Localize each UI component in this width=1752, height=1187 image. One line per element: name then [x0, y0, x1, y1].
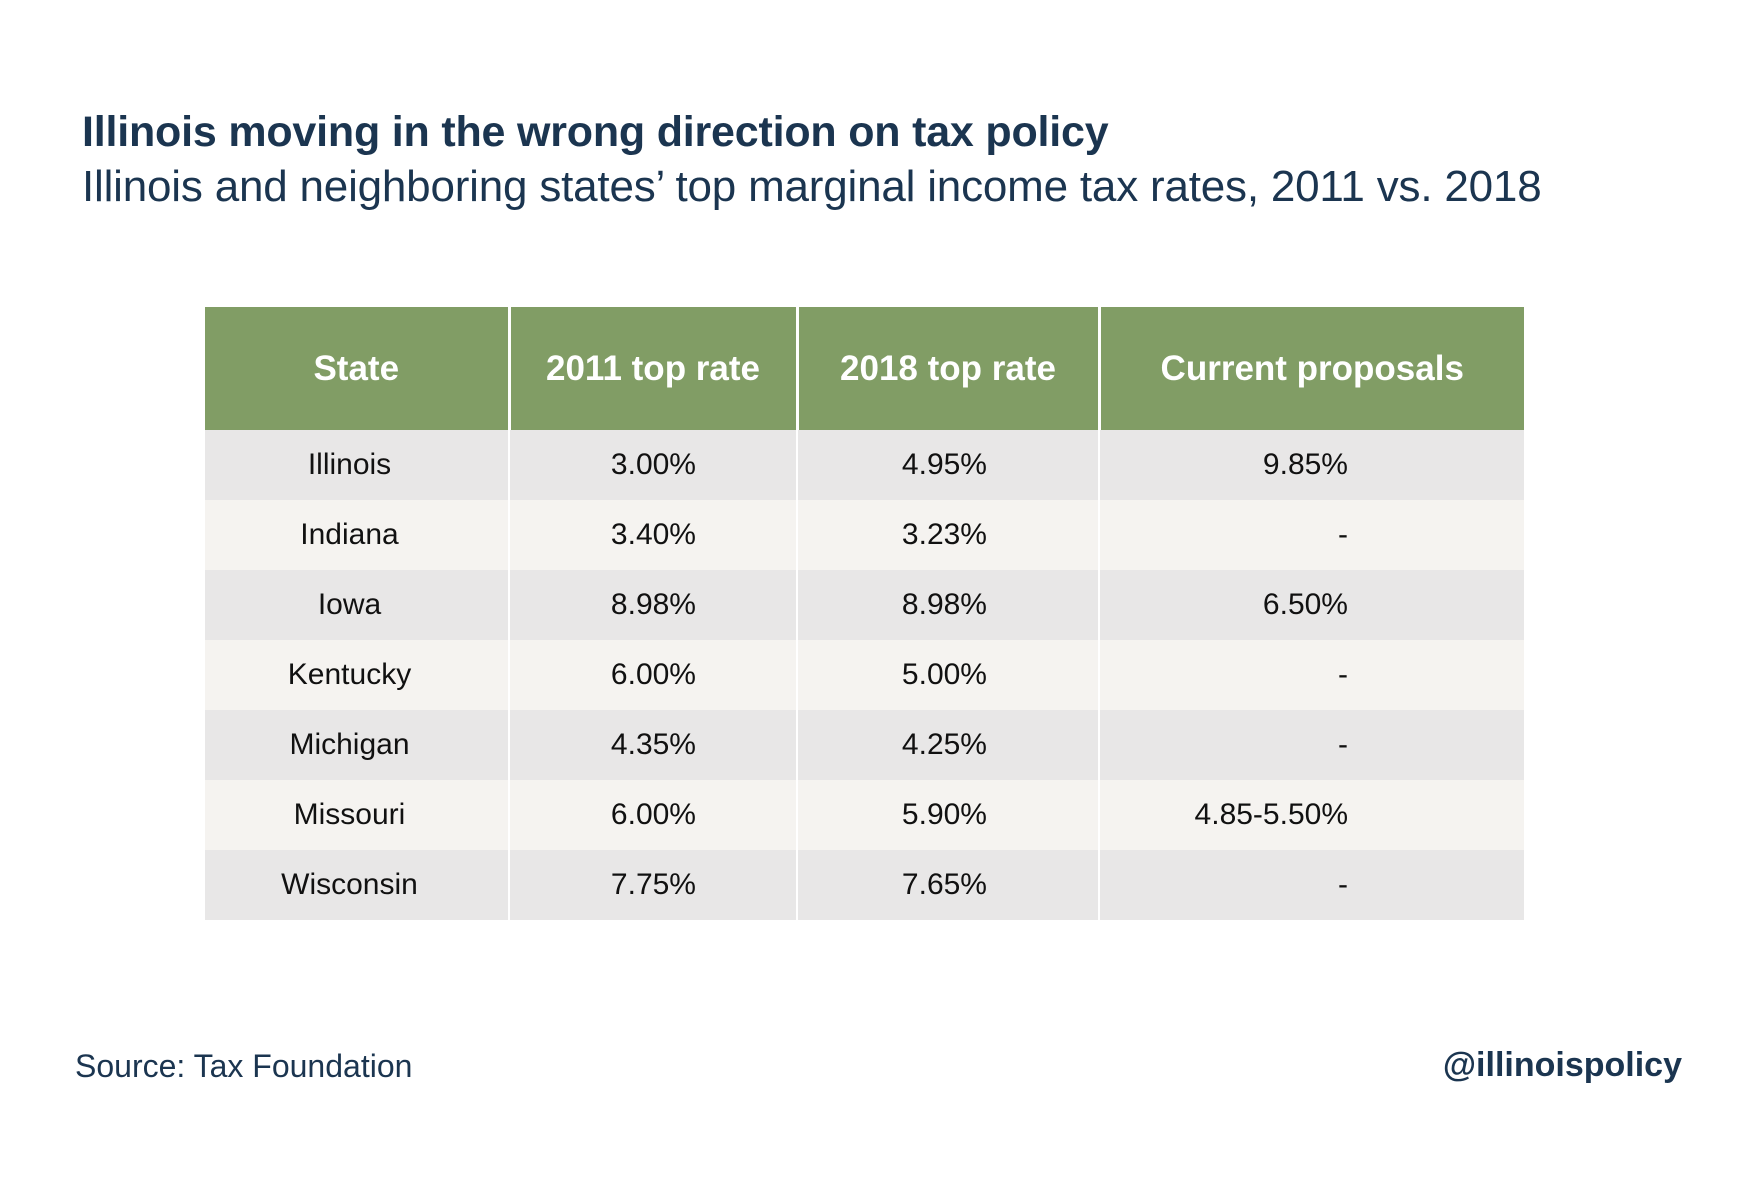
cell-state: Wisconsin: [205, 850, 509, 920]
cell-2011-top-rate: 3.40%: [508, 500, 797, 570]
table-row: Missouri 6.00% 5.90% 4.85-5.50%: [205, 780, 1524, 850]
tax-rate-table: State 2011 top rate 2018 top rate Curren…: [205, 307, 1524, 920]
cell-current-proposal: 9.85%: [1098, 430, 1524, 500]
table-header-row: State 2011 top rate 2018 top rate Curren…: [205, 307, 1524, 430]
column-header-2011-top-rate: 2011 top rate: [507, 307, 797, 430]
cell-2018-top-rate: 5.90%: [796, 780, 1099, 850]
cell-2011-top-rate: 3.00%: [508, 430, 797, 500]
cell-2018-top-rate: 8.98%: [796, 570, 1099, 640]
cell-state: Illinois: [205, 430, 509, 500]
cell-2011-top-rate: 7.75%: [508, 850, 797, 920]
cell-state: Iowa: [205, 570, 509, 640]
column-header-2018-top-rate: 2018 top rate: [795, 307, 1099, 430]
cell-current-proposal: -: [1098, 500, 1524, 570]
column-header-current-proposals: Current proposals: [1097, 307, 1524, 430]
cell-2018-top-rate: 3.23%: [796, 500, 1099, 570]
cell-current-proposal: -: [1098, 850, 1524, 920]
table-row: Indiana 3.40% 3.23% -: [205, 500, 1524, 570]
cell-current-proposal: -: [1098, 710, 1524, 780]
cell-current-proposal: 4.85-5.50%: [1098, 780, 1524, 850]
cell-current-proposal: 6.50%: [1098, 570, 1524, 640]
cell-2018-top-rate: 7.65%: [796, 850, 1099, 920]
cell-current-proposal: -: [1098, 640, 1524, 710]
table-row: Illinois 3.00% 4.95% 9.85%: [205, 430, 1524, 500]
cell-state: Indiana: [205, 500, 509, 570]
cell-state: Missouri: [205, 780, 509, 850]
source-note: Source: Tax Foundation: [75, 1048, 413, 1084]
cell-2018-top-rate: 4.25%: [796, 710, 1099, 780]
table-row: Wisconsin 7.75% 7.65% -: [205, 850, 1524, 920]
chart-subtitle: Illinois and neighboring states’ top mar…: [82, 162, 1542, 211]
table-row: Iowa 8.98% 8.98% 6.50%: [205, 570, 1524, 640]
chart-title: Illinois moving in the wrong direction o…: [82, 108, 1109, 156]
table-row: Kentucky 6.00% 5.00% -: [205, 640, 1524, 710]
cell-2018-top-rate: 4.95%: [796, 430, 1099, 500]
cell-state: Kentucky: [205, 640, 509, 710]
social-handle: @illinoispolicy: [1442, 1046, 1682, 1084]
cell-2018-top-rate: 5.00%: [796, 640, 1099, 710]
cell-2011-top-rate: 8.98%: [508, 570, 797, 640]
cell-2011-top-rate: 6.00%: [508, 640, 797, 710]
cell-2011-top-rate: 4.35%: [508, 710, 797, 780]
cell-2011-top-rate: 6.00%: [508, 780, 797, 850]
cell-state: Michigan: [205, 710, 509, 780]
column-header-state: State: [205, 307, 509, 430]
table-row: Michigan 4.35% 4.25% -: [205, 710, 1524, 780]
